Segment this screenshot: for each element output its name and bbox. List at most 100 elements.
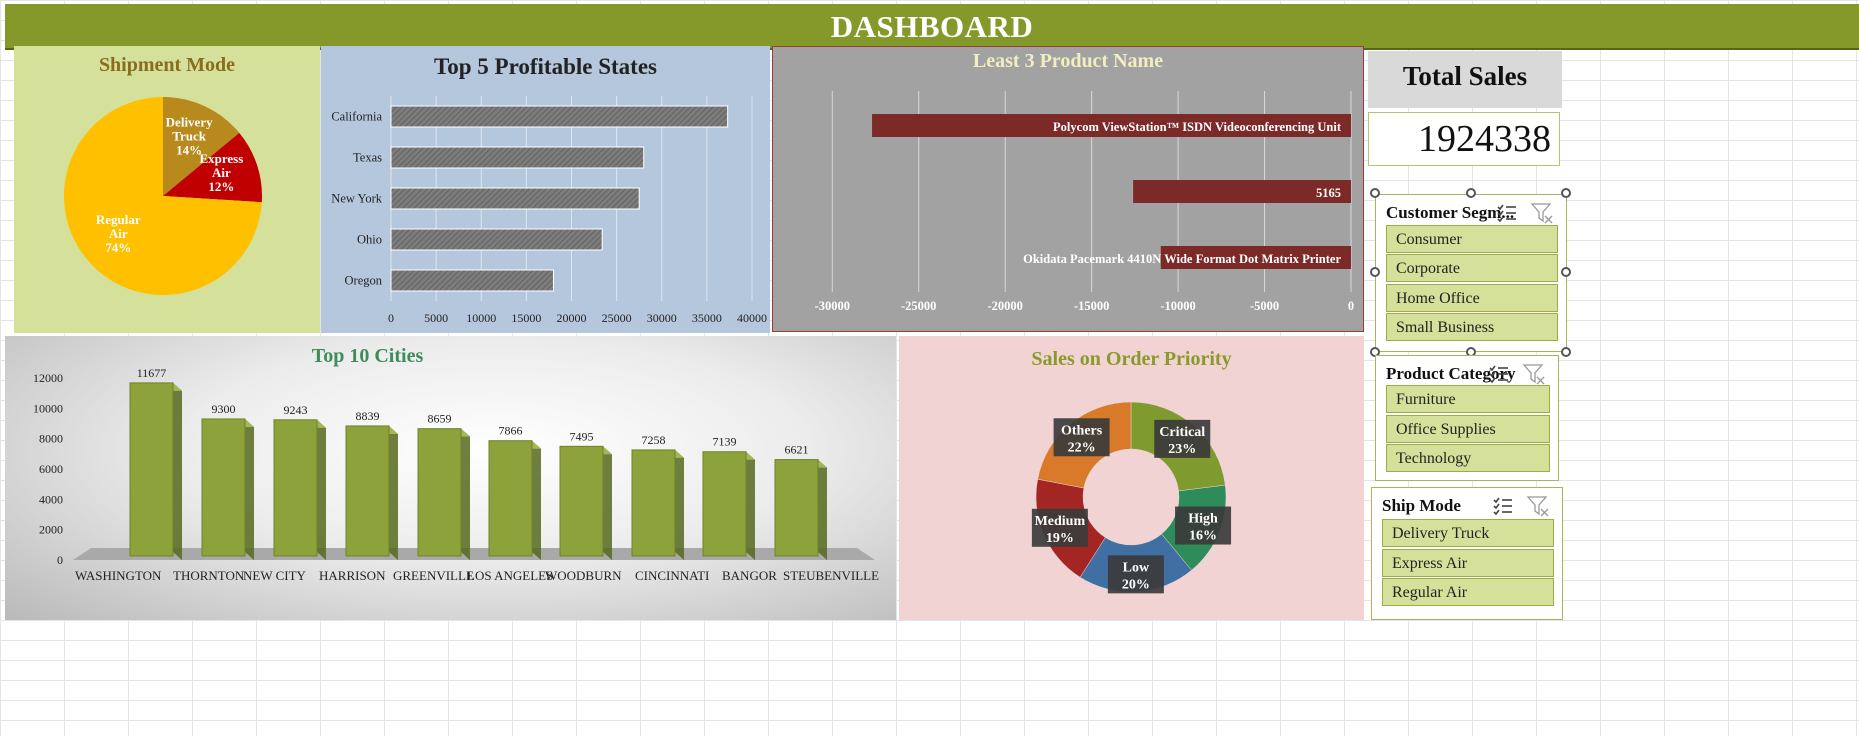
pie-label-regular-air: Regular Air 74% xyxy=(96,212,141,255)
bar-ohio xyxy=(390,228,603,251)
order-priority-title: Sales on Order Priority xyxy=(1031,348,1232,370)
y-tick-label-new-york: New York xyxy=(331,192,382,206)
donut-label-box xyxy=(1175,506,1232,545)
product-category-slicer[interactable]: Product Category Furniture Office Suppli… xyxy=(1375,355,1559,481)
slicer-item-express-air[interactable]: Express Air xyxy=(1382,549,1554,577)
shipment-mode-panel[interactable]: Shipment Mode Delivery Truck 14% Express Air… xyxy=(14,46,320,333)
x-tick-label: 10000 xyxy=(466,311,496,325)
top-cities-title: Top 10 Cities xyxy=(311,345,424,367)
slicer-item-regular-air[interactable]: Regular Air xyxy=(1382,578,1554,606)
customer-segment-slicer[interactable]: Customer Segm... Consumer Corporate Home… xyxy=(1375,194,1567,352)
slicer-item-home-office[interactable]: Home Office xyxy=(1386,284,1558,312)
top-states-panel[interactable]: Top 5 Profitable States 0 5000 10000 15000 2… xyxy=(321,46,770,333)
order-priority-donut: Critical 23% High 16% Low 20% Medium 19% Others 2… xyxy=(1031,401,1232,594)
donut-label-name: High xyxy=(1188,512,1218,527)
dashboard-header: DASHBOARD xyxy=(5,4,1859,50)
data-label-thornton: 9300 xyxy=(212,402,236,416)
bar-polycom-viewstation-isdn-videoconferenci xyxy=(872,114,1351,137)
slicer-controls xyxy=(1489,364,1545,385)
x-tick-label-thornton: THORNTON xyxy=(173,568,245,583)
data-label-new-city: 9243 xyxy=(284,403,308,417)
data-label-bangor: 7139 xyxy=(713,435,737,449)
slicer-item-delivery-truck[interactable]: Delivery Truck xyxy=(1382,519,1554,547)
total-sales-label: Total Sales xyxy=(1402,61,1528,91)
top-states-title: Top 5 Profitable States xyxy=(434,54,657,79)
column-washington xyxy=(129,382,174,557)
x-tick-label: 0 xyxy=(1348,299,1354,313)
donut-label-critical: Critical 23% xyxy=(1154,419,1211,458)
x-tick-label: 0 xyxy=(388,311,394,325)
donut-label-pct: 19% xyxy=(1046,531,1074,546)
clear-filter-icon[interactable] xyxy=(1522,364,1545,385)
column-thornton xyxy=(201,418,246,557)
bar-okidata-pacemark-4410n-wide-format-dot-m xyxy=(1160,246,1351,269)
pie-slice-express-air xyxy=(163,132,262,203)
y-tick-label: 8000 xyxy=(39,432,63,446)
donut-label-medium: Medium 19% xyxy=(1031,508,1088,547)
donut-label-name: Low xyxy=(1123,560,1150,575)
slicer-item-office-supplies[interactable]: Office Supplies xyxy=(1386,415,1550,443)
total-sales-value: 1924338 xyxy=(1418,118,1551,160)
column-side-harrison xyxy=(389,425,398,560)
shipment-mode-title: Shipment Mode xyxy=(98,54,236,76)
slicer-item-furniture[interactable]: Furniture xyxy=(1386,385,1550,413)
y-tick-label: 4000 xyxy=(39,492,63,506)
slicer-item-consumer[interactable]: Consumer xyxy=(1386,225,1558,253)
ship-mode-slicer[interactable]: Ship Mode Delivery Truck Express Air Reg… xyxy=(1371,487,1563,620)
clear-filter-icon[interactable] xyxy=(1526,496,1549,517)
top-cities-column-chart: 0 2000 4000 6000 8000 10000 12000 11677 9300 9243… xyxy=(33,366,879,583)
customer-segment-slicer-title: Customer Segm... xyxy=(1386,203,1515,222)
multi-select-icon[interactable] xyxy=(1489,365,1508,384)
x-tick-label: 5000 xyxy=(424,311,448,325)
resize-handle-mid-right[interactable] xyxy=(1561,267,1571,277)
donut-label-high: High 16% xyxy=(1175,506,1232,545)
x-tick-label-new-city: NEW CITY xyxy=(243,568,307,583)
slicer-controls xyxy=(1497,203,1553,224)
data-label-cincinnati: 7258 xyxy=(642,433,666,447)
x-tick-label: 15000 xyxy=(511,311,541,325)
donut-label-box xyxy=(1053,418,1110,457)
y-tick-label-texas: Texas xyxy=(353,151,382,165)
x-tick-label: 20000 xyxy=(557,311,587,325)
slicer-item-corporate[interactable]: Corporate xyxy=(1386,254,1558,282)
resize-handle-top-left[interactable] xyxy=(1370,188,1380,198)
x-tick-label-cincinnati: CINCINNATI xyxy=(635,568,709,583)
donut-label-pct: 20% xyxy=(1122,577,1150,592)
column-cincinnati xyxy=(631,449,676,557)
column-steubenville xyxy=(774,459,819,557)
slicer-item-technology[interactable]: Technology xyxy=(1386,444,1550,472)
x-tick-label-woodburn: WOODBURN xyxy=(545,568,622,583)
column-side-steubenville xyxy=(818,459,827,560)
resize-handle-bottom-right[interactable] xyxy=(1561,347,1571,357)
data-label-los-angeles: 7866 xyxy=(499,424,523,438)
x-tick-label-steubenville: STEUBENVILLE xyxy=(783,568,879,583)
y-tick-label-ohio: Ohio xyxy=(357,233,382,247)
column-bangor xyxy=(702,451,747,557)
data-label-greenville: 8659 xyxy=(428,412,452,426)
y-tick-label: 6000 xyxy=(39,462,63,476)
bar-label: Polycom ViewStation™ ISDN Videoconferenc… xyxy=(1053,120,1342,134)
top-cities-panel[interactable]: Top 10 Cities 0 2000 4000 6000 8000 10000 1200… xyxy=(5,336,896,620)
resize-handle-mid-left[interactable] xyxy=(1370,267,1380,277)
resize-handle-top-mid[interactable] xyxy=(1466,188,1476,198)
pie-label-delivery-truck: Delivery Truck 14% xyxy=(166,114,213,157)
order-priority-panel[interactable]: Sales on Order Priority Critical 23% High 1… xyxy=(899,336,1364,620)
column-side-cincinnati xyxy=(675,449,684,560)
data-label-harrison: 8839 xyxy=(356,409,380,423)
x-tick-label-harrison: HARRISON xyxy=(319,568,386,583)
slicer-item-small-business[interactable]: Small Business xyxy=(1386,313,1558,341)
multi-select-icon[interactable] xyxy=(1493,497,1512,516)
least-products-panel[interactable]: Least 3 Product Name -30000 -25000 -20000-… xyxy=(772,46,1364,332)
clear-filter-icon[interactable] xyxy=(1530,203,1553,224)
bar-label: Okidata Pacemark 4410N Wide Format Dot M… xyxy=(1023,252,1341,266)
data-label-steubenville: 6621 xyxy=(785,443,809,457)
resize-handle-top-right[interactable] xyxy=(1561,188,1571,198)
column-los-angeles xyxy=(488,440,533,557)
donut-label-others: Others 22% xyxy=(1053,418,1110,457)
column-woodburn xyxy=(559,445,604,557)
multi-select-icon[interactable] xyxy=(1497,204,1516,223)
pie-slice-regular-air xyxy=(63,97,262,295)
data-label-woodburn: 7495 xyxy=(570,429,594,443)
x-tick-label: -10000 xyxy=(1160,299,1195,313)
donut-label-pct: 22% xyxy=(1068,440,1096,455)
